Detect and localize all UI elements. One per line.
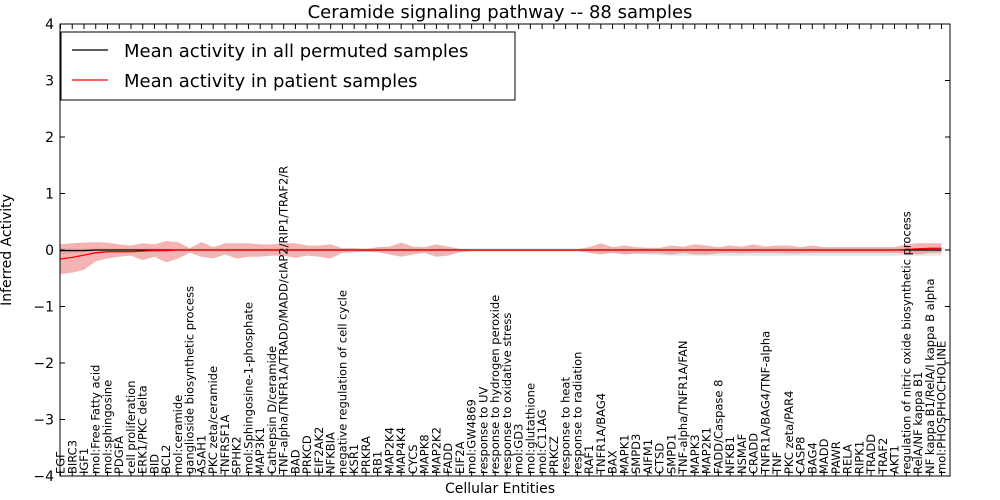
x-tick-label: MAP2K1 (700, 427, 714, 474)
x-tick-label: MAP2K2 (429, 427, 443, 474)
x-tick-label: MAPK8 (418, 434, 432, 474)
y-tick-label: −1 (33, 300, 54, 316)
x-tick-label: CTSD (653, 443, 667, 474)
series-lines (60, 247, 942, 260)
x-tick-label: response to UV (476, 386, 490, 474)
x-tick-label: response to radiation (570, 352, 584, 474)
x-tick-label: TNF (770, 452, 784, 475)
x-tick-label: MAP3K1 (253, 427, 267, 474)
x-tick-label: regulation of nitric oxide biosynthetic … (899, 211, 913, 474)
line-series-1 (60, 247, 942, 260)
x-tick-label: mol:GD3 (512, 424, 526, 474)
x-tick-label: KSR1 (347, 444, 361, 474)
x-tick-label: FADD/Caspase 8 (711, 380, 725, 474)
y-tick-label: 2 (45, 130, 54, 146)
y-tick-label: 0 (45, 243, 54, 259)
x-tick-label: ASAH1 (194, 435, 208, 474)
x-tick-label: TNF-alpha/TNFR1A/TRADD/MADD/cIAP2/RIP1/T… (277, 166, 291, 475)
x-tick-label: response to hydrogen peroxide (488, 295, 502, 474)
x-tick-label: TNFR1A/BAG4 (594, 393, 608, 475)
legend-label-permuted: Mean activity in all permuted samples (124, 41, 468, 62)
x-tick-label: BCL2 (159, 445, 173, 474)
x-tick-label: mol:Sphingosine-1-phosphate (241, 302, 255, 474)
x-tick-label: negative regulation of cell cycle (335, 290, 349, 474)
y-tick-label: 3 (45, 74, 54, 90)
x-tick-label: RIPK1 (852, 441, 866, 474)
x-tick-label: NFKB1 (723, 436, 737, 474)
y-tick-label: −4 (33, 469, 54, 485)
x-tick-label: mol:PHOSPHOCHOLINE (935, 341, 949, 474)
x-tick-label: mol:C11AG (535, 409, 549, 474)
legend-box (60, 31, 516, 101)
x-tick-label: MAPK3 (688, 434, 702, 474)
y-tick-label: 1 (45, 187, 54, 203)
x-tick-label: FADD (441, 443, 455, 474)
x-tick-label: MAP4K4 (394, 427, 408, 474)
x-tick-label: AIFM1 (641, 439, 655, 474)
x-tick-label: TNF-alpha/TNFR1A/FAN (676, 341, 690, 475)
x-tick-label: BAX (606, 450, 620, 474)
x-tick-label: mol:Free Fatty acid (89, 365, 103, 474)
x-tick-label: BID (147, 454, 161, 474)
x-tick-label: PRKCZ (547, 436, 561, 474)
x-tick-label: BAD (288, 449, 302, 474)
y-tick-label: −2 (33, 356, 54, 372)
x-tick-label: MADD (817, 438, 831, 474)
x-tick-label: NFKBIA (324, 432, 338, 474)
x-tick-label: PDGFA (112, 436, 126, 474)
x-tick-label: cell proliferation (124, 380, 138, 474)
x-tick-label: CASP8 (794, 437, 808, 474)
x-tick-label: MAP2K4 (382, 427, 396, 474)
x-tick-label: RelA/NF kappa B1 (911, 372, 925, 474)
x-tick-label: BIRC3 (65, 440, 79, 474)
x-tick-label: RELA (841, 444, 855, 474)
x-tick-label: ERK1/PKC delta (136, 385, 150, 474)
x-tick-label: mol:glutathione (523, 383, 537, 474)
x-tick-label: RAF1 (582, 445, 596, 474)
x-tick-label: BAG4 (805, 442, 819, 474)
x-tick-label: SPHK2 (230, 436, 244, 474)
x-tick-label: CYCS (406, 444, 420, 474)
y-tick-label: −3 (33, 413, 54, 429)
x-tick-label: NF kappa B1/RelA/I kappa B alpha (923, 278, 937, 474)
chart-title: Ceramide signaling pathway -- 88 samples (308, 2, 693, 23)
x-tick-label: NSMAF (735, 434, 749, 474)
band-series-1 (60, 240, 942, 275)
x-tick-label: TNFRSF1A (218, 415, 232, 475)
x-tick-label: SMPD3 (629, 434, 643, 474)
x-tick-label: PKC zeta/ceramide (206, 366, 220, 474)
y-axis: −4 −3 −2 −1 0 1 2 3 4 (33, 17, 950, 485)
legend: Mean activity in all permuted samples Me… (60, 31, 516, 101)
x-tick-label: AKT1 (888, 445, 902, 474)
x-tick-label: PRKRA (359, 436, 373, 474)
x-tick-label: response to oxidative stress (500, 313, 514, 474)
x-tick-label: PKC zeta/PAR4 (782, 391, 796, 474)
x-tick-label: TRAF2 (876, 438, 890, 475)
x-tick-label: EIF2A (453, 441, 467, 474)
x-tick-label: RB1 (371, 451, 385, 474)
confidence-bands (60, 240, 942, 275)
x-tick-label: SMPD1 (664, 434, 678, 474)
x-tick-label: TNFR1A/BAG4/TNF-alpha (758, 331, 772, 475)
x-tick-label: EIF2AK2 (312, 427, 326, 474)
x-tick-label: MAPK1 (617, 434, 631, 474)
x-tick-label: IGF1 (77, 448, 91, 474)
x-tick-label: PRKCD (300, 435, 314, 474)
x-tick-label: Cathepsin D/ceramide (265, 346, 279, 474)
x-tick-label: mol:sphingosine (100, 380, 114, 474)
x-tick-label: mol:GW4869 (465, 399, 479, 474)
x-axis-label: Cellular Entities (445, 481, 555, 497)
x-tick-label: mol:ceramide (171, 395, 185, 474)
x-tick-label: response to heat (559, 377, 573, 474)
legend-label-patient: Mean activity in patient samples (124, 71, 418, 92)
x-tick-label: CRADD (747, 433, 761, 474)
x-tick-label: EGF (54, 451, 68, 474)
x-tick-label: TRADD (864, 434, 878, 475)
y-tick-label: 4 (45, 17, 54, 33)
x-tick-label: PAWR (829, 441, 843, 474)
x-tick-label: ganglioside biosynthetic process (183, 286, 197, 474)
y-axis-label: Inferred Activity (0, 194, 15, 306)
